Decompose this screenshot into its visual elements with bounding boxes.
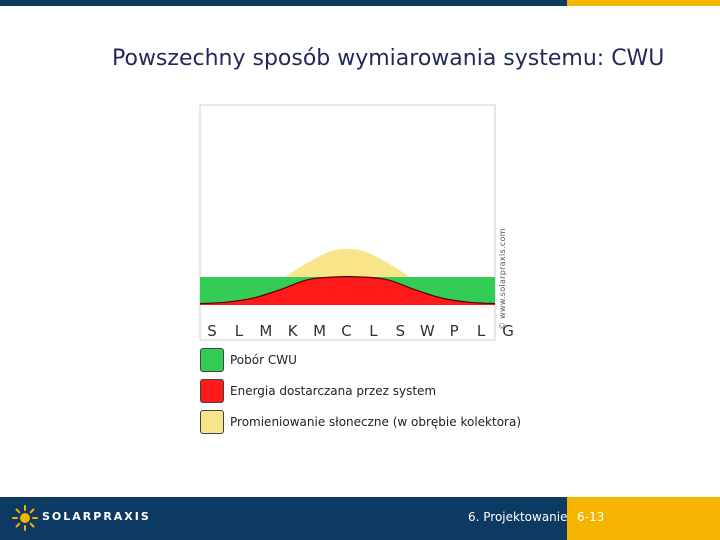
month-label: L [476, 322, 486, 340]
copyright-watermark: © www.solarpraxis.com [498, 228, 507, 330]
top-bar-navy [0, 0, 567, 6]
sun-logo-icon [12, 505, 38, 531]
month-label: M [313, 322, 327, 340]
month-label: L [369, 322, 378, 340]
legend-label-system-energy: Energia dostarczana przez system [230, 384, 437, 398]
slide-title: Powszechny sposób wymiarowania systemu: … [112, 46, 665, 71]
legend-swatch-solar [200, 410, 224, 434]
footer-bar: SOLARPRAXIS 6. Projektowanie 6-13 [0, 497, 720, 540]
chapter-text: 6. Projektowanie [468, 510, 568, 524]
legend-label-dhw: Pobór CWU [230, 353, 297, 367]
legend-label-solar: Promieniowanie słoneczne (w obrębie kole… [230, 415, 521, 429]
top-bar-gold [567, 0, 720, 6]
solar-dhw-chart [199, 104, 496, 341]
page-number: 6-13 [577, 510, 605, 524]
month-label: L [234, 322, 244, 340]
month-label: C [341, 322, 352, 340]
month-label: W [419, 322, 435, 340]
footer-navy [0, 497, 567, 540]
legend-swatch-system-energy [200, 379, 224, 403]
top-accent-bar [0, 0, 720, 6]
system-energy-area [200, 276, 495, 305]
month-label: K [287, 322, 298, 340]
logo-text: SOLARPRAXIS [42, 510, 151, 523]
month-label: S [207, 322, 217, 340]
system-energy-outline [199, 276, 496, 305]
month-label: G [502, 322, 514, 340]
month-label: S [395, 322, 406, 340]
month-label: M [259, 322, 273, 340]
footer-gold [567, 497, 720, 540]
month-label: P [449, 322, 459, 340]
legend-swatch-dhw [200, 348, 224, 372]
